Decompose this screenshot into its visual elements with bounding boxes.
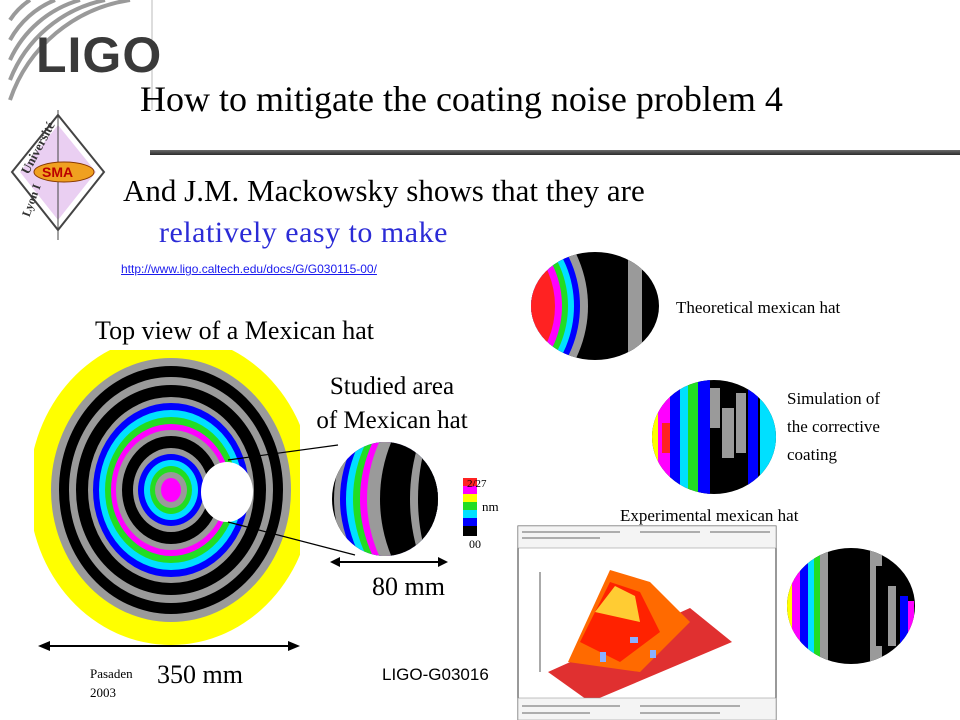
theoretical-label: Theoretical mexican hat	[676, 298, 841, 317]
reference-link[interactable]: http://www.ligo.caltech.edu/docs/G/G0301…	[121, 262, 377, 276]
ligo-logo: LIGO	[36, 27, 163, 83]
subtitle-line-1: And J.M. Mackowsky shows that they are	[123, 173, 645, 208]
simulation-label: Simulation of the corrective coating	[787, 385, 947, 469]
footer-place: Pasaden	[90, 666, 133, 681]
colorbar-bottom-label: 00	[469, 537, 481, 551]
footer-year: 2003	[90, 685, 116, 700]
experimental-3d-plot	[517, 525, 777, 720]
studied-area-label: Studied area of Mexican hat	[296, 370, 488, 438]
title-divider	[150, 150, 960, 155]
logo-arcs	[8, 0, 153, 110]
universite-lyon-badge: Université Lyon I SMA	[10, 110, 106, 240]
dimension-label-80mm: 80 mm	[372, 572, 445, 601]
experimental-disc	[787, 548, 915, 664]
simulation-disc	[652, 380, 776, 494]
lyon-text: Lyon I	[19, 182, 44, 219]
subtitle-line-2: relatively easy to make	[159, 216, 448, 249]
sma-text: SMA	[42, 164, 73, 180]
colorbar	[463, 478, 477, 536]
simulation-line-3: coating	[787, 445, 838, 464]
footer-place-date: Pasaden 2003	[90, 664, 133, 702]
dimension-arrow-350mm	[38, 641, 300, 651]
studied-line-2: of Mexican hat	[316, 407, 468, 434]
dimension-arrow-80mm	[330, 557, 448, 567]
simulation-line-2: the corrective	[787, 417, 880, 436]
studied-area-disc	[332, 442, 438, 556]
page-title: How to mitigate the coating noise proble…	[140, 79, 783, 119]
colorbar-top-label: 2/27	[467, 478, 487, 490]
zoom-connector-lines	[227, 444, 356, 556]
simulation-line-1: Simulation of	[787, 389, 881, 408]
footer-document-id: LIGO-G03016	[382, 665, 489, 684]
theoretical-hat-disc	[531, 252, 659, 360]
top-view-label: Top view of a Mexican hat	[95, 316, 375, 345]
dimension-label-350mm: 350 mm	[157, 660, 243, 689]
studied-line-1: Studied area	[329, 373, 455, 400]
experimental-label: Experimental mexican hat	[620, 506, 799, 525]
mexican-hat-top-view	[34, 350, 300, 645]
colorbar-unit-label: nm	[482, 499, 499, 514]
